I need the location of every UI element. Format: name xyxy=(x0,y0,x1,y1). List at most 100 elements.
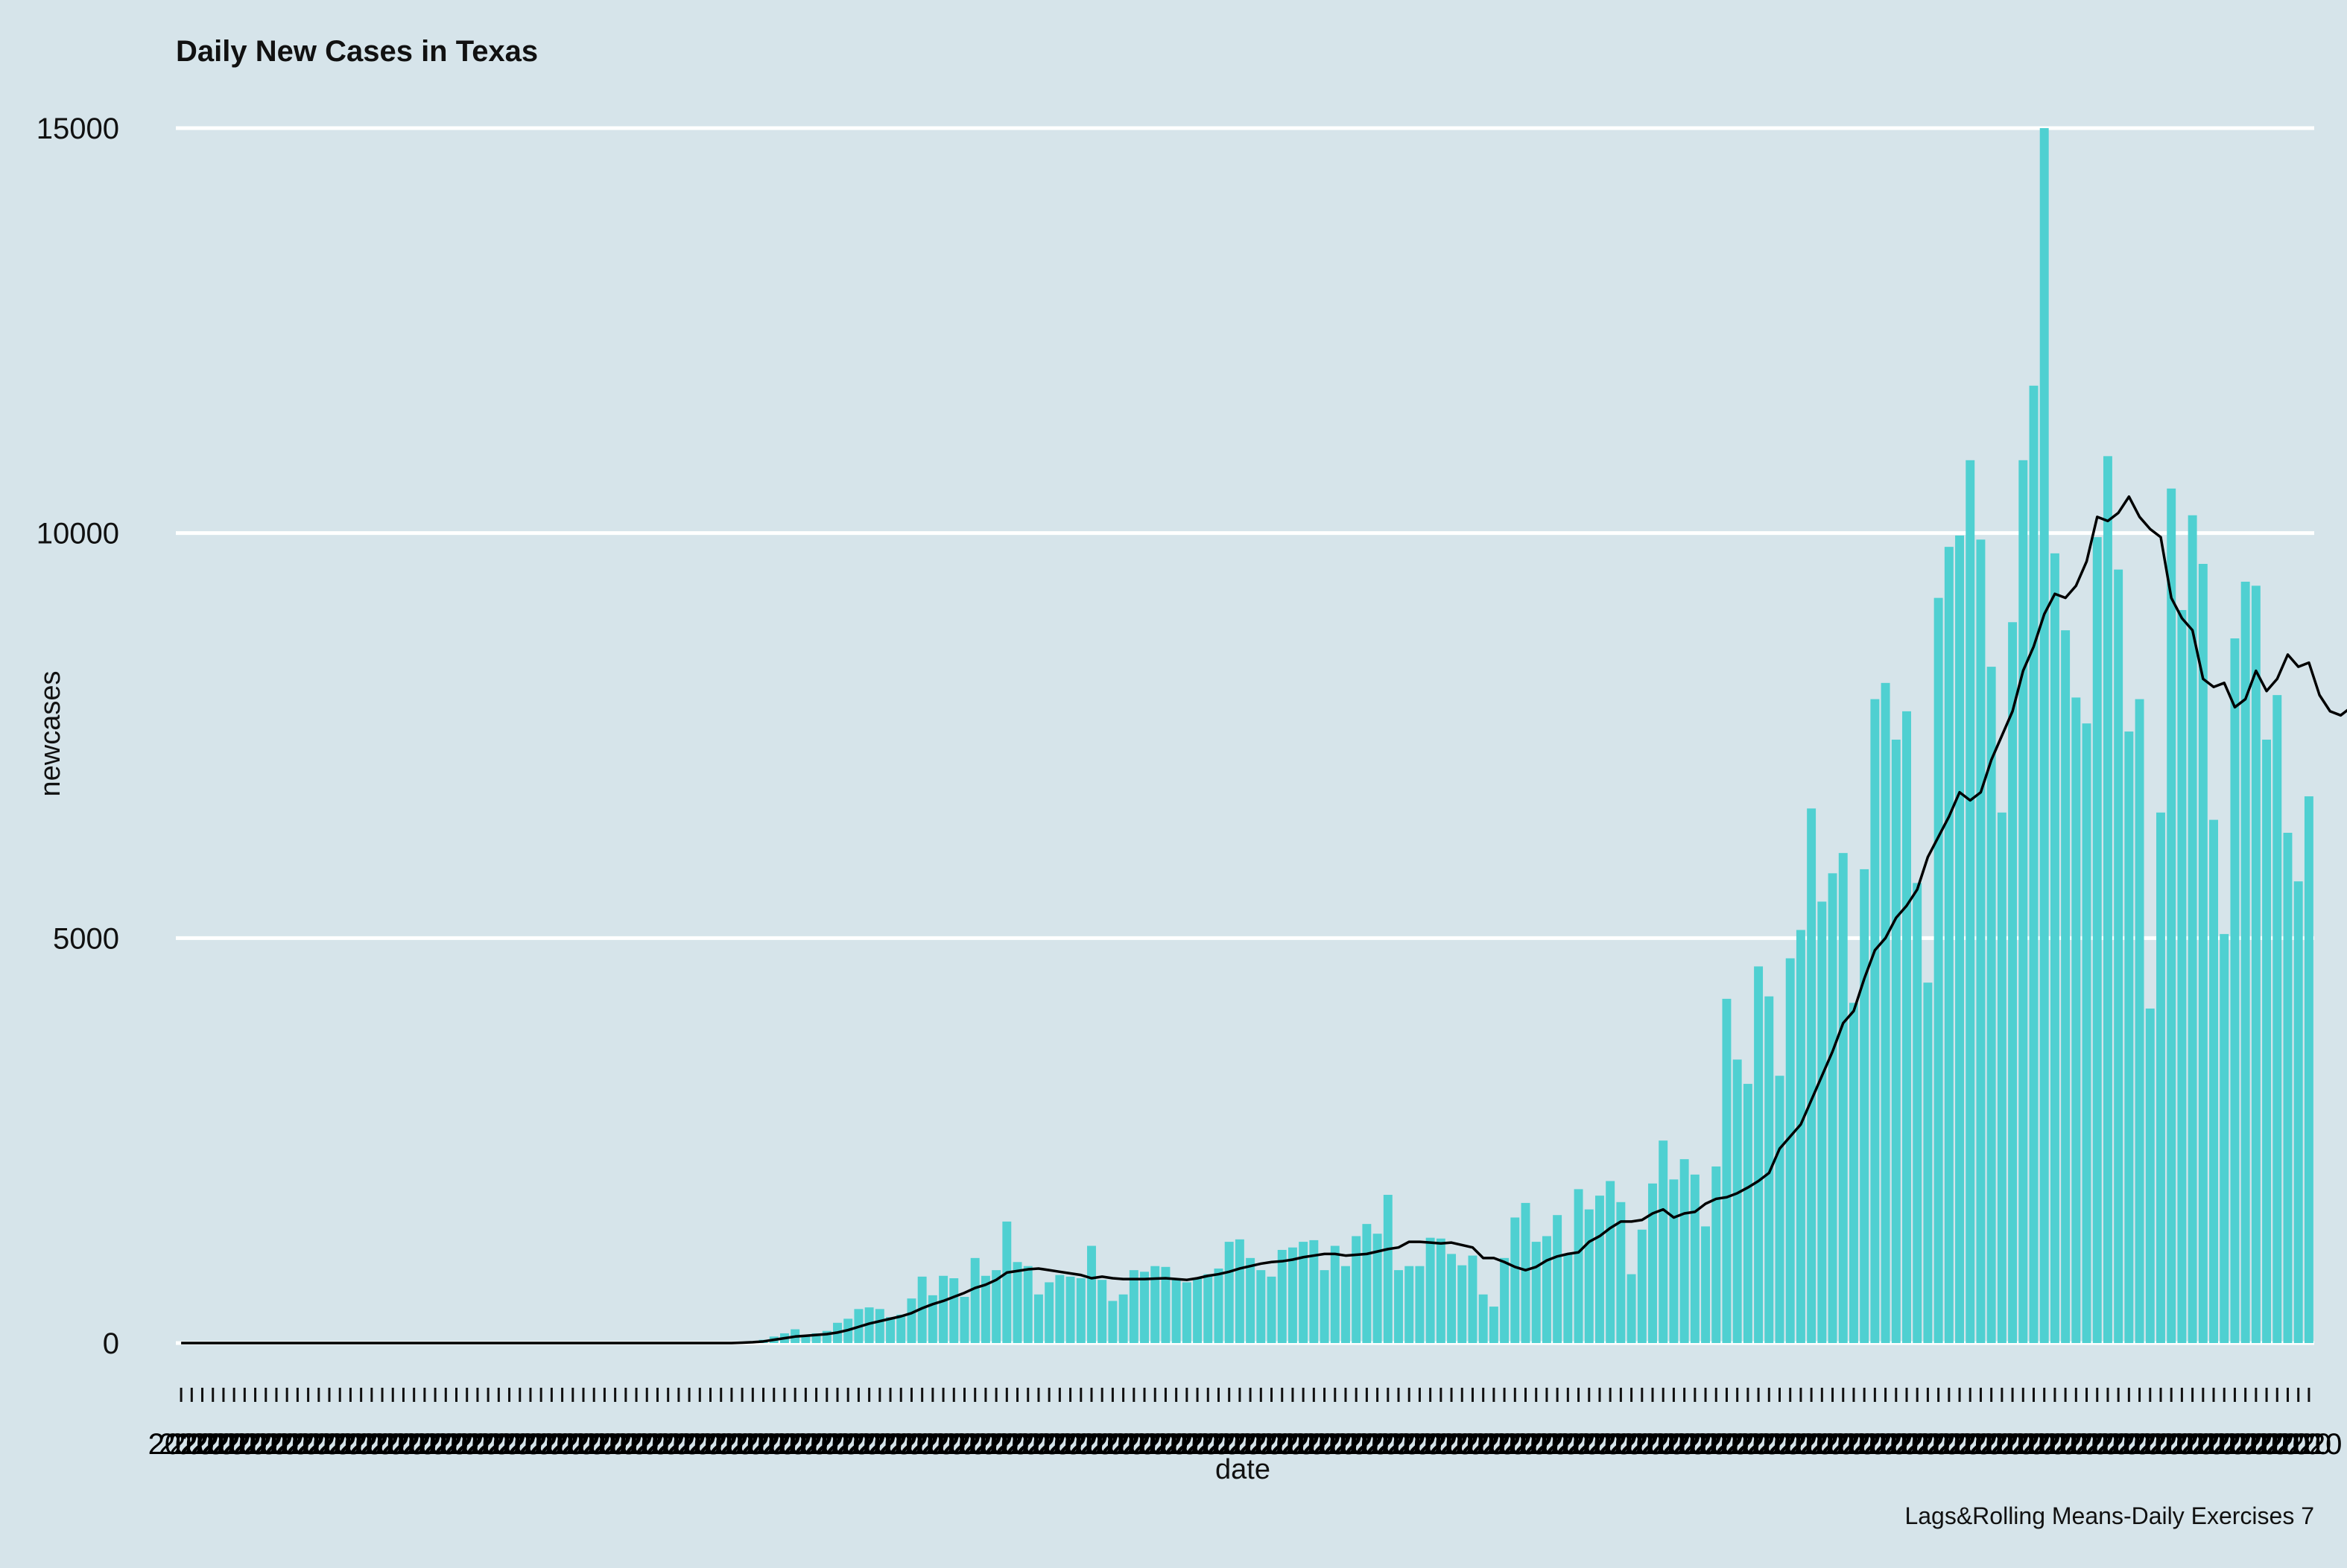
bar xyxy=(1372,1234,1382,1343)
bar xyxy=(928,1295,937,1343)
bar xyxy=(1150,1266,1160,1343)
bar xyxy=(1563,1254,1573,1343)
bar xyxy=(1118,1294,1128,1343)
bar-series xyxy=(738,128,2313,1344)
bar xyxy=(1775,1076,1784,1343)
x-tick-label: 2020 xyxy=(1366,1428,1432,1461)
bar xyxy=(1341,1266,1350,1343)
bar xyxy=(1976,539,1986,1343)
bar xyxy=(2135,699,2144,1343)
x-tick-label: 2020 xyxy=(645,1428,712,1461)
x-tick-label: 2020 xyxy=(1472,1428,1538,1461)
x-tick-label: 2020 xyxy=(635,1428,701,1461)
x-tick-label: 2020 xyxy=(159,1428,225,1461)
x-tick-label: 2020 xyxy=(1344,1428,1410,1461)
x-tick-label: 2020 xyxy=(1937,1428,2004,1461)
x-tick-label: 2020 xyxy=(582,1428,648,1461)
bar xyxy=(1711,1166,1721,1343)
x-tick-label: 2020 xyxy=(2011,1428,2077,1461)
x-tick-label: 2020 xyxy=(1831,1428,1898,1461)
x-tick-label: 2020 xyxy=(180,1428,246,1461)
x-tick-label: 2020 xyxy=(677,1428,744,1461)
bar xyxy=(2008,622,2018,1343)
bar xyxy=(1944,547,1954,1343)
bar xyxy=(1033,1294,1043,1343)
x-tick-label: 2020 xyxy=(1746,1428,1813,1461)
x-tick-label: 2020 xyxy=(858,1428,924,1461)
bar xyxy=(1722,998,1732,1343)
x-tick-label: 2020 xyxy=(720,1428,786,1461)
x-tick-label: 2020 xyxy=(1566,1428,1632,1461)
bar xyxy=(1690,1174,1700,1343)
x-tick-label: 2020 xyxy=(2255,1428,2321,1461)
bar xyxy=(1807,808,1817,1343)
x-tick-label: 2020 xyxy=(1429,1428,1495,1461)
bar xyxy=(1553,1215,1562,1343)
x-tick-label: 2020 xyxy=(391,1428,457,1461)
bar xyxy=(2220,933,2229,1343)
x-tick-label: 2020 xyxy=(551,1428,617,1461)
x-tick-label: 2020 xyxy=(1005,1428,1071,1461)
x-tick-label: 2020 xyxy=(1683,1428,1749,1461)
x-tick-label: 2020 xyxy=(1927,1428,1993,1461)
x-tick-label: 2020 xyxy=(1175,1428,1241,1461)
bar xyxy=(1923,983,1933,1343)
x-tick-label: 2020 xyxy=(307,1428,373,1461)
bar xyxy=(1902,711,1911,1343)
bar xyxy=(1098,1280,1107,1343)
x-tick-label: 2020 xyxy=(1482,1428,1548,1461)
x-tick-label: 2020 xyxy=(1810,1428,1876,1461)
bar xyxy=(1076,1278,1086,1343)
y-axis-ticks: 0 5000 10000 15000 xyxy=(37,112,119,1360)
x-tick-label: 2020 xyxy=(561,1428,627,1461)
bar xyxy=(907,1298,916,1343)
bar xyxy=(939,1275,948,1343)
x-tick-label: 2020 xyxy=(1016,1428,1083,1461)
x-tick-label: 2020 xyxy=(995,1428,1061,1461)
x-tick-label: 2020 xyxy=(1133,1428,1199,1461)
bar xyxy=(1203,1274,1213,1343)
x-tick-label: 2020 xyxy=(2149,1428,2215,1461)
x-tick-label: 2020 xyxy=(190,1428,256,1461)
x-tick-label: 2020 xyxy=(931,1428,998,1461)
bar xyxy=(2018,460,2028,1343)
x-tick-label: 2020 xyxy=(1122,1428,1188,1461)
bar xyxy=(2061,630,2071,1343)
bar xyxy=(1679,1159,1689,1343)
bar xyxy=(1966,460,1975,1343)
bar xyxy=(981,1275,990,1343)
bar xyxy=(1817,901,1827,1343)
x-tick-label: 2020 xyxy=(878,1428,945,1461)
x-tick-label: 2020 xyxy=(497,1428,563,1461)
x-tick-label: 2020 xyxy=(1958,1428,2024,1461)
x-tick-label: 2020 xyxy=(846,1428,913,1461)
bar xyxy=(1997,812,2006,1343)
x-tick-label: 2020 xyxy=(1143,1428,1209,1461)
x-tick-label: 2020 xyxy=(455,1428,522,1461)
x-tick-label: 2020 xyxy=(1323,1428,1390,1461)
x-tick-label: 2020 xyxy=(1545,1428,1612,1461)
x-tick-label: 2020 xyxy=(1620,1428,1686,1461)
x-tick-label: 2020 xyxy=(487,1428,553,1461)
bar xyxy=(886,1317,895,1343)
bar xyxy=(1870,699,1880,1343)
bar xyxy=(1182,1282,1191,1343)
bar xyxy=(864,1307,874,1343)
x-tick-label: 2020 xyxy=(1673,1428,1739,1461)
x-tick-label: 2020 xyxy=(709,1428,776,1461)
x-tick-label: 2020 xyxy=(1439,1428,1506,1461)
bar xyxy=(811,1333,821,1343)
bar xyxy=(2240,581,2250,1343)
bar xyxy=(1616,1202,1626,1343)
bar xyxy=(1246,1257,1255,1343)
bar xyxy=(1669,1179,1679,1343)
x-tick-label: 2020 xyxy=(1704,1428,1770,1461)
bar xyxy=(1933,597,1943,1343)
x-tick-label: 2020 xyxy=(1842,1428,1908,1461)
bar xyxy=(1881,682,1890,1343)
x-tick-label: 2020 xyxy=(539,1428,606,1461)
x-tick-label: 2020 xyxy=(2117,1428,2183,1461)
x-tick-label: 2020 xyxy=(1153,1428,1220,1461)
x-tick-label: 2020 xyxy=(815,1428,881,1461)
rolling-mean-series xyxy=(181,495,2347,1345)
